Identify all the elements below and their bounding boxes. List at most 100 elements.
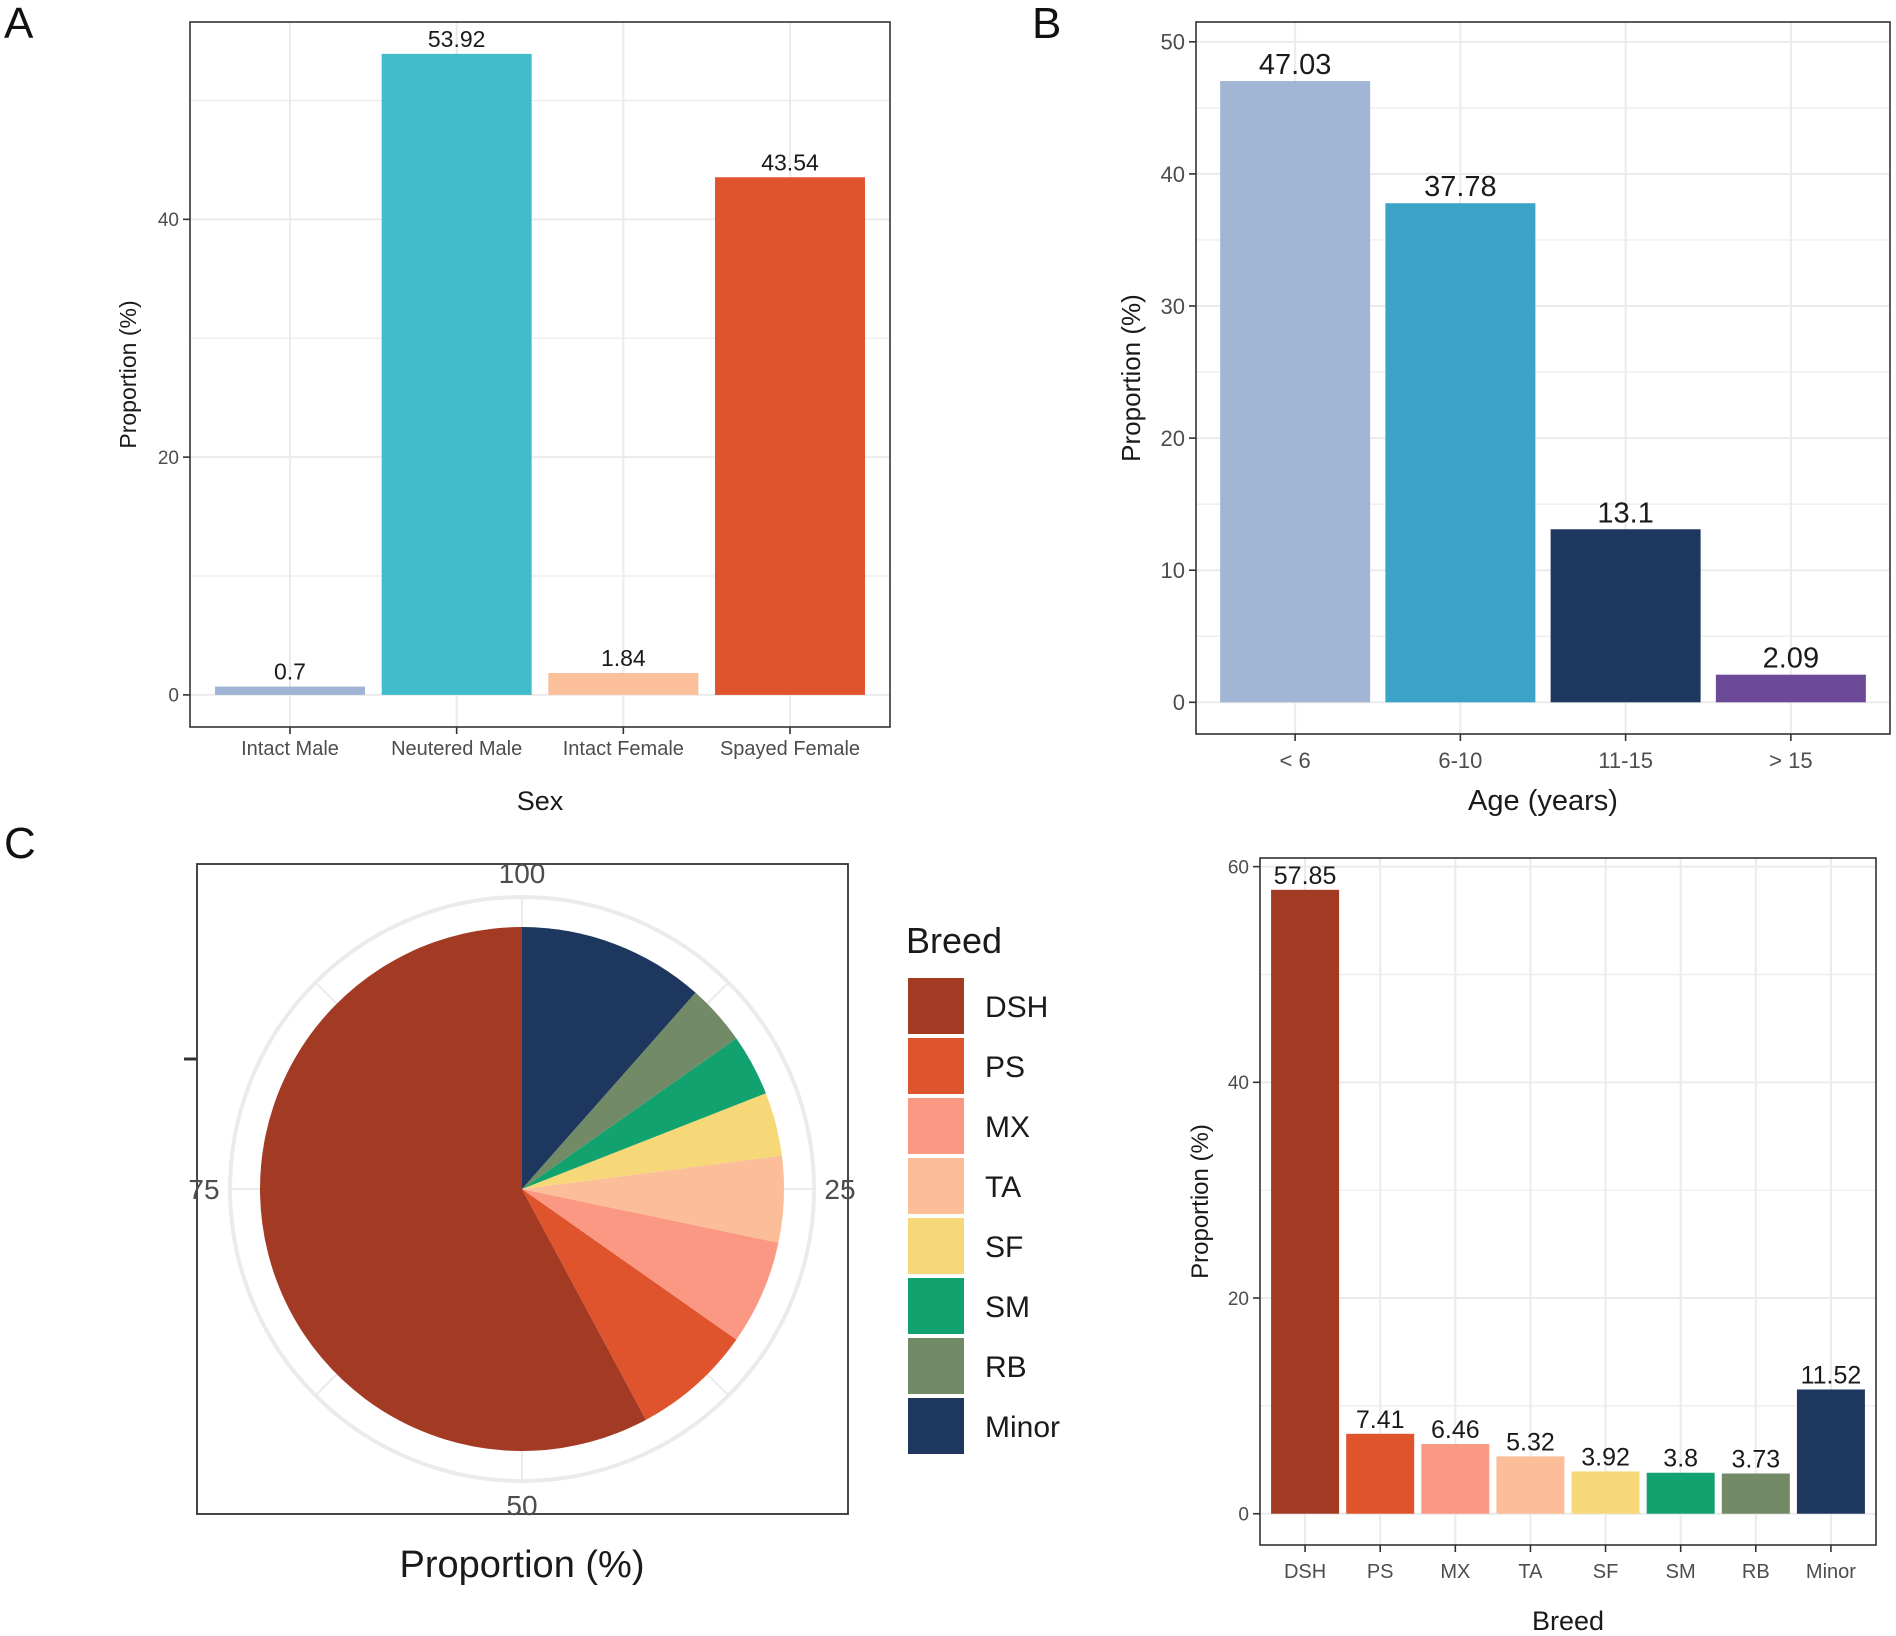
- bar-spayed-female: [715, 177, 865, 695]
- bar-ta: [1496, 1456, 1565, 1514]
- x-tick-label-11-15: 11-15: [1598, 748, 1653, 773]
- plot-border: [1259, 857, 1877, 1546]
- y-tick-label: 20: [158, 448, 179, 469]
- radial-tick-label: 75: [188, 1174, 219, 1205]
- x-tick-label-neutered-male: Neutered Male: [391, 738, 522, 760]
- data-label-dsh: 57.85: [1274, 862, 1337, 890]
- legend-swatch-sm: [908, 1278, 964, 1334]
- x-tick-label-rb: RB: [1742, 1561, 1770, 1583]
- data-label-intact-female: 1.84: [601, 645, 646, 671]
- pie-slice-rb: [522, 992, 737, 1189]
- y-tick-label: 20: [1161, 426, 1185, 451]
- bar-rb: [1721, 1473, 1790, 1514]
- panel-label-b: B: [1032, 0, 1061, 48]
- x-tick-label-sf: SF: [1593, 1561, 1619, 1583]
- x-tick-label-spayed-female: Spayed Female: [720, 738, 860, 760]
- plot-border: [1195, 21, 1891, 735]
- legend-label-ps: PS: [985, 1051, 1025, 1084]
- x-tick-label-intact-male: Intact Male: [241, 738, 339, 760]
- data-label-gt-15: 2.09: [1763, 643, 1819, 675]
- legend-swatch-rb: [908, 1338, 964, 1394]
- legend-label-ta: TA: [985, 1171, 1021, 1204]
- panel-label-a: A: [4, 0, 34, 48]
- y-tick-label: 60: [1228, 857, 1249, 878]
- bar-mx: [1421, 1444, 1490, 1514]
- data-label-sf: 3.92: [1581, 1443, 1630, 1471]
- bar-intact-male: [215, 686, 365, 695]
- data-label-mx: 6.46: [1431, 1416, 1480, 1444]
- data-label-spayed-female: 43.54: [761, 149, 819, 175]
- y-axis-title: Proportion (%): [1187, 1124, 1214, 1279]
- pie-slice-dsh: [260, 927, 646, 1451]
- legend-swatch-mx: [908, 1098, 964, 1154]
- y-tick-label: 0: [1238, 1505, 1249, 1526]
- legend-title: Breed: [906, 920, 1002, 961]
- x-tick-label-mx: MX: [1440, 1561, 1470, 1583]
- radial-tick-label: 50: [506, 1490, 537, 1521]
- legend-swatch-minor: [908, 1398, 964, 1454]
- data-label-neutered-male: 53.92: [428, 26, 486, 52]
- data-label-sm: 3.8: [1663, 1445, 1698, 1473]
- bar-sf: [1571, 1471, 1640, 1514]
- y-tick-label: 0: [168, 686, 179, 707]
- radial-tick-label: 100: [499, 858, 546, 889]
- legend-label-mx: MX: [985, 1111, 1030, 1144]
- x-tick-label-ta: TA: [1518, 1561, 1543, 1583]
- data-label-intact-male: 0.7: [274, 659, 306, 685]
- legend-label-dsh: DSH: [985, 991, 1048, 1024]
- radial-tick-label: 25: [824, 1174, 855, 1205]
- pie-slice-sf: [522, 1093, 782, 1189]
- legend-swatch-ta: [908, 1158, 964, 1214]
- bar-11-15: [1550, 529, 1701, 703]
- x-axis-title: Breed: [1532, 1606, 1604, 1636]
- x-axis-title: Age (years): [1468, 785, 1618, 817]
- bar-sm: [1646, 1472, 1715, 1514]
- breed-pie-chart: 100 75 50 25 Proportion (%) Breed DSH PS MX TA SF S…: [184, 858, 1060, 1586]
- x-tick-label-intact-female: Intact Female: [563, 738, 684, 760]
- legend-label-minor: Minor: [985, 1411, 1060, 1444]
- bar-ps: [1346, 1433, 1415, 1514]
- legend-label-sf: SF: [985, 1231, 1023, 1264]
- bar-dsh: [1271, 889, 1340, 1514]
- plot-border: [189, 21, 891, 728]
- data-label-rb: 3.73: [1731, 1445, 1780, 1473]
- data-label-ta: 5.32: [1506, 1428, 1555, 1456]
- data-label-ps: 7.41: [1356, 1406, 1405, 1434]
- age-bar-chart: 47.03 37.78 13.1 2.09 0 10 20 30 40 50 < 6 6-10 11-1…: [1116, 21, 1891, 817]
- x-tick-label-ps: PS: [1367, 1561, 1394, 1583]
- y-tick-label: 30: [1161, 294, 1185, 319]
- bar-minor: [1796, 1389, 1865, 1514]
- polar-grid-circle: [228, 895, 816, 1483]
- breed-bar-chart: 57.85 7.41 6.46 5.32 3.92 3.8 3.73 11.52 0 20 40 60…: [1187, 857, 1877, 1636]
- x-tick-label-6-10: 6-10: [1438, 748, 1482, 773]
- legend-label-rb: RB: [985, 1351, 1027, 1384]
- bar-gt-15: [1715, 674, 1866, 703]
- legend-swatch-sf: [908, 1218, 964, 1274]
- y-tick-label: 20: [1228, 1289, 1249, 1310]
- data-label-6-10: 37.78: [1424, 171, 1497, 203]
- panel-label-c: C: [4, 819, 36, 868]
- data-label-lt-6: 47.03: [1259, 49, 1332, 81]
- x-tick-label-gt-15: > 15: [1769, 748, 1812, 773]
- legend-swatch-dsh: [908, 978, 964, 1034]
- x-tick-label-dsh: DSH: [1284, 1561, 1326, 1583]
- x-tick-label-minor: Minor: [1806, 1561, 1856, 1583]
- bar-lt-6: [1220, 81, 1371, 703]
- pie-slice-ta: [522, 1155, 784, 1243]
- y-tick-label: 40: [158, 210, 179, 231]
- bar-6-10: [1385, 203, 1536, 703]
- x-tick-label-sm: SM: [1666, 1561, 1696, 1583]
- y-axis-title: Proportion (%): [1116, 294, 1146, 462]
- data-label-11-15: 13.1: [1597, 497, 1653, 529]
- y-tick-label: 0: [1173, 690, 1185, 715]
- pie-slice-ps: [522, 1189, 737, 1420]
- pie-slice-mx: [522, 1189, 779, 1340]
- x-axis-title: Proportion (%): [400, 1544, 645, 1586]
- pie-slice-minor: [522, 927, 696, 1189]
- y-tick-label: 40: [1228, 1073, 1249, 1094]
- sex-bar-chart: 0.7 53.92 1.84 43.54 0 20 40 Intact Male Neutere…: [115, 21, 891, 816]
- pie-slice-sm: [522, 1038, 766, 1189]
- x-axis-title: Sex: [517, 786, 564, 816]
- y-tick-label: 40: [1161, 162, 1185, 187]
